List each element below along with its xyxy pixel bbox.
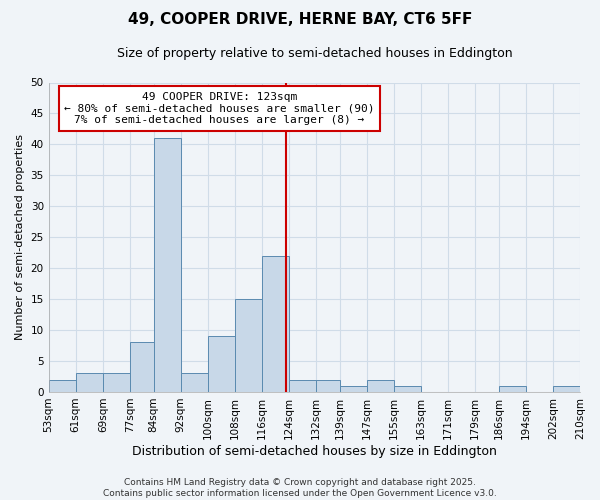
- Bar: [394, 386, 421, 392]
- Bar: [580, 386, 600, 392]
- Bar: [289, 380, 316, 392]
- Bar: [499, 386, 526, 392]
- Bar: [235, 299, 262, 392]
- Bar: [553, 386, 580, 392]
- Bar: [316, 380, 340, 392]
- Text: 49 COOPER DRIVE: 123sqm
← 80% of semi-detached houses are smaller (90)
7% of sem: 49 COOPER DRIVE: 123sqm ← 80% of semi-de…: [64, 92, 375, 125]
- Y-axis label: Number of semi-detached properties: Number of semi-detached properties: [15, 134, 25, 340]
- X-axis label: Distribution of semi-detached houses by size in Eddington: Distribution of semi-detached houses by …: [132, 444, 497, 458]
- Bar: [49, 380, 76, 392]
- Text: Contains HM Land Registry data © Crown copyright and database right 2025.
Contai: Contains HM Land Registry data © Crown c…: [103, 478, 497, 498]
- Bar: [154, 138, 181, 392]
- Bar: [103, 374, 130, 392]
- Bar: [181, 374, 208, 392]
- Title: Size of property relative to semi-detached houses in Eddington: Size of property relative to semi-detach…: [116, 48, 512, 60]
- Bar: [208, 336, 235, 392]
- Bar: [130, 342, 154, 392]
- Bar: [76, 374, 103, 392]
- Text: 49, COOPER DRIVE, HERNE BAY, CT6 5FF: 49, COOPER DRIVE, HERNE BAY, CT6 5FF: [128, 12, 472, 28]
- Bar: [367, 380, 394, 392]
- Bar: [262, 256, 289, 392]
- Bar: [340, 386, 367, 392]
